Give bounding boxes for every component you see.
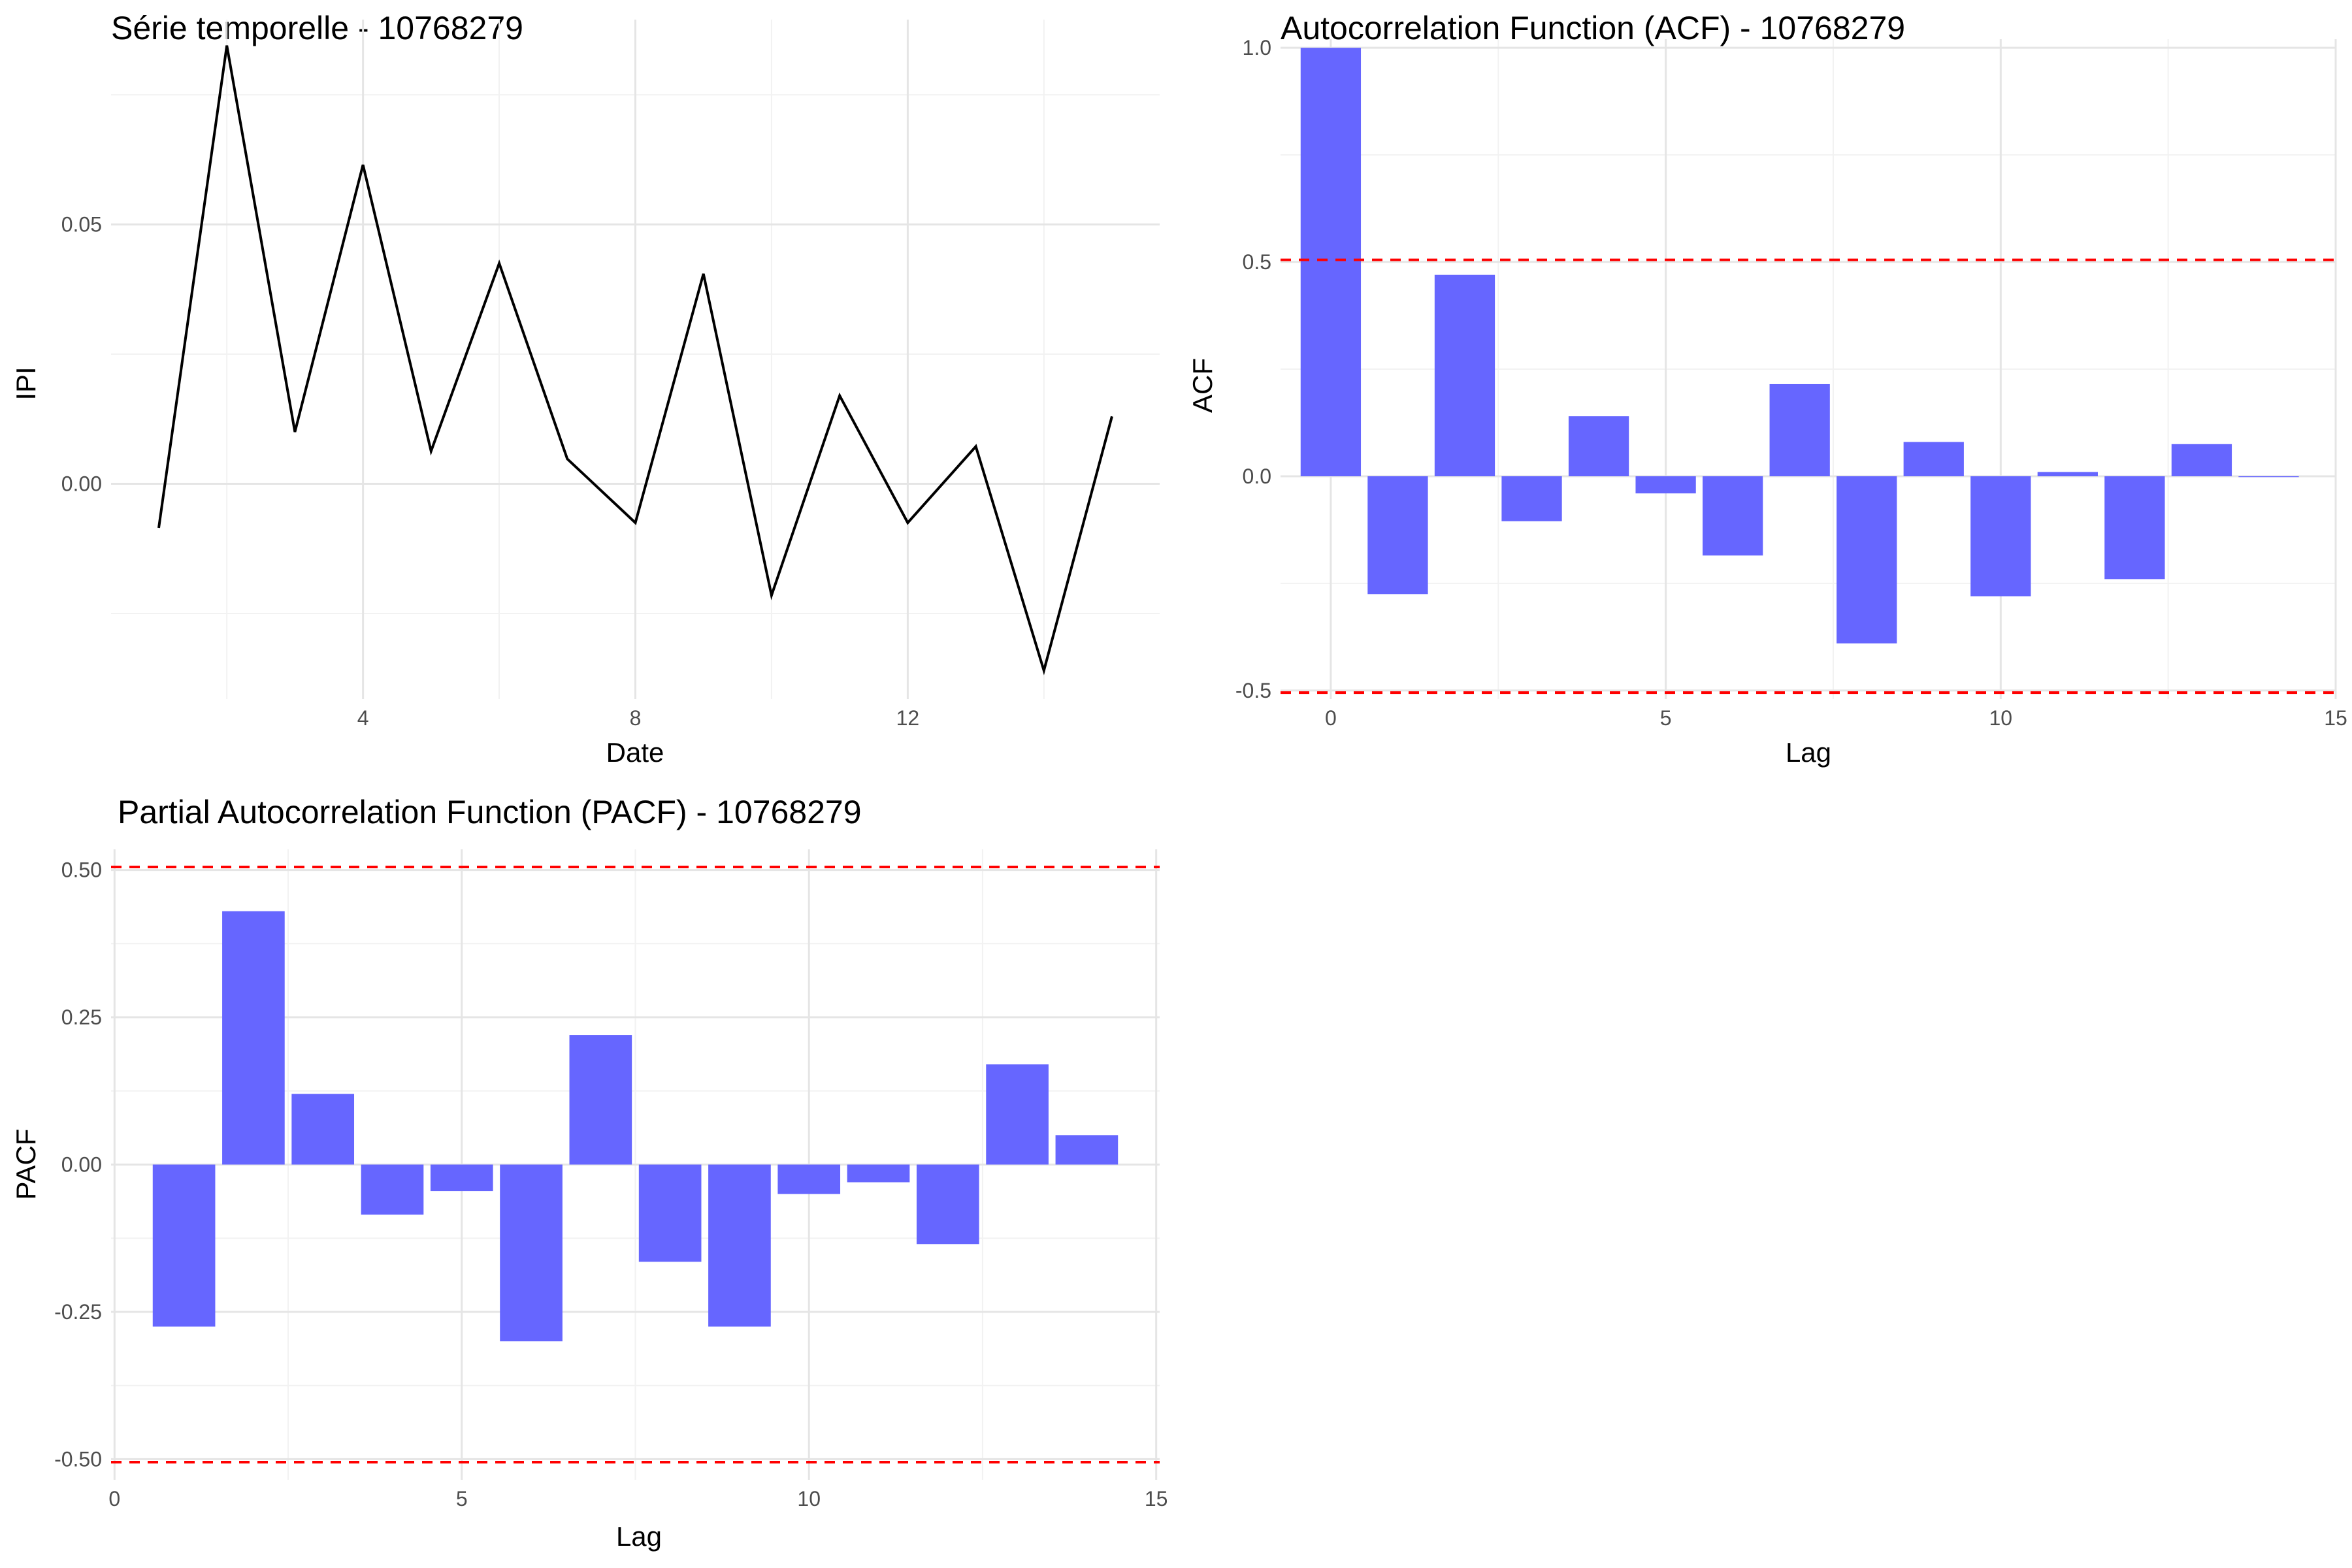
pacf-y-tick-label: -0.25 <box>54 1300 102 1324</box>
pacf-x-tick-label: 15 <box>1145 1487 1168 1511</box>
acf-y-axis-title: ACF <box>1187 358 1218 413</box>
pacf-bar <box>847 1164 910 1183</box>
time-series-y-tick-label: 0.00 <box>61 472 102 496</box>
time-series-x-axis-title: Date <box>606 737 664 768</box>
acf-bar <box>1568 416 1629 476</box>
time-series-x-tick-label: 4 <box>357 706 369 730</box>
acf-tick-labels: -0.5 0.0 0.5 1.0 0 5 10 15 <box>1235 36 2347 730</box>
acf-marks <box>1281 48 2336 694</box>
time-series-tick-labels: 0.00 0.05 4 8 12 <box>61 213 919 730</box>
acf-bar <box>1769 384 1830 476</box>
pacf-bar <box>500 1164 563 1342</box>
acf-title: Autocorrelation Function (ACF) - 1076827… <box>1281 10 1905 46</box>
acf-panel: Autocorrelation Function (ACF) - 1076827… <box>1187 10 2347 768</box>
acf-bar <box>1703 476 1763 556</box>
acf-x-tick-label: 15 <box>2324 706 2347 730</box>
pacf-marks <box>111 866 1160 1463</box>
acf-bar <box>2238 476 2299 478</box>
acf-bar <box>1434 274 1495 476</box>
pacf-panel: Partial Autocorrelation Function (PACF) … <box>10 794 1168 1552</box>
acf-x-axis-title: Lag <box>1786 737 1831 768</box>
acf-bar <box>1501 476 1562 521</box>
acf-bar <box>1837 476 1897 644</box>
pacf-bar <box>291 1094 355 1165</box>
pacf-grid <box>111 849 1160 1480</box>
acf-bar <box>2104 476 2165 580</box>
pacf-bar <box>430 1164 493 1192</box>
acf-x-tick-label: 10 <box>1989 706 2013 730</box>
time-series-x-tick-label: 8 <box>630 706 642 730</box>
time-series-grid <box>111 20 1160 699</box>
pacf-x-tick-label: 10 <box>797 1487 821 1511</box>
acf-x-tick-label: 5 <box>1660 706 1672 730</box>
time-series-x-tick-label: 12 <box>896 706 920 730</box>
time-series-y-tick-label: 0.05 <box>61 213 102 237</box>
acf-bar <box>2037 472 2098 476</box>
acf-y-tick-label: -0.5 <box>1235 679 1271 702</box>
pacf-bar <box>222 911 285 1165</box>
time-series-panel: Série temporelle - 10768279 0.00 0.05 4 8 12… <box>10 10 1160 768</box>
pacf-bar <box>361 1164 424 1215</box>
pacf-y-tick-label: -0.50 <box>54 1447 102 1471</box>
acf-bar <box>1970 476 2031 596</box>
acf-bar <box>1300 48 1362 476</box>
pacf-bar <box>708 1164 771 1327</box>
pacf-y-axis-title: PACF <box>10 1129 41 1200</box>
pacf-bar <box>152 1164 216 1327</box>
pacf-bar <box>916 1164 979 1245</box>
pacf-title: Partial Autocorrelation Function (PACF) … <box>118 794 862 830</box>
pacf-tick-labels: -0.50 -0.25 0.00 0.25 0.50 0 5 10 15 <box>54 858 1168 1511</box>
pacf-bar <box>777 1164 841 1194</box>
pacf-y-tick-label: 0.25 <box>61 1005 102 1029</box>
pacf-y-tick-label: 0.50 <box>61 858 102 882</box>
pacf-bar <box>638 1164 702 1262</box>
acf-x-tick-label: 0 <box>1325 706 1337 730</box>
acf-bar <box>1903 442 1964 476</box>
pacf-bar <box>1055 1135 1119 1165</box>
pacf-bar <box>569 1035 632 1165</box>
time-series-y-axis-title: IPI <box>10 367 41 400</box>
acf-y-tick-label: 0.5 <box>1243 250 1271 274</box>
acf-bar <box>1635 476 1696 494</box>
acf-bar <box>1367 476 1428 595</box>
time-series-marks <box>157 45 1113 676</box>
pacf-bar <box>986 1064 1049 1165</box>
acf-y-tick-label: 1.0 <box>1243 36 1271 59</box>
pacf-x-axis-title: Lag <box>616 1521 662 1552</box>
acf-y-tick-label: 0.0 <box>1243 465 1271 488</box>
time-series-title: Série temporelle - 10768279 <box>111 10 523 46</box>
pacf-y-tick-label: 0.00 <box>61 1153 102 1177</box>
acf-bar <box>2171 444 2232 476</box>
pacf-x-tick-label: 5 <box>456 1487 468 1511</box>
pacf-x-tick-label: 0 <box>108 1487 120 1511</box>
time-series-line <box>157 45 1113 676</box>
